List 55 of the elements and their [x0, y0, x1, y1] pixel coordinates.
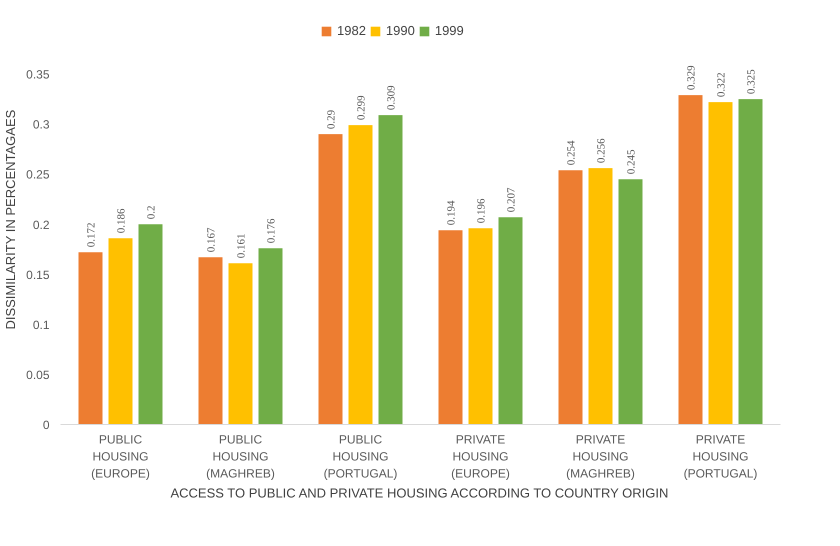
data-label: 0.167	[206, 227, 218, 252]
data-label: 0.254	[566, 140, 578, 166]
legend-label: 1982	[337, 23, 366, 38]
y-tick-label: 0.05	[26, 368, 50, 382]
bar	[708, 102, 732, 424]
category-label: PRIVATE HOUSING (EUROPE)	[451, 432, 510, 480]
bar	[348, 125, 372, 424]
data-label: 0.245	[626, 148, 638, 174]
y-tick-label: 0.3	[32, 118, 50, 132]
bar	[498, 217, 522, 424]
category-label: PRIVATE HOUSING (MAGHREB)	[566, 432, 635, 480]
legend-label: 1990	[386, 23, 415, 38]
bar	[198, 257, 222, 424]
bar	[258, 248, 282, 424]
data-label: 0.322	[716, 72, 728, 98]
y-tick-label: 0.2	[32, 218, 50, 232]
bar	[438, 230, 462, 424]
bar	[108, 238, 132, 424]
data-label: 0.176	[266, 218, 278, 244]
category-label: PRIVATE HOUSING (PORTUGAL)	[684, 432, 758, 480]
data-label: 0.194	[446, 200, 458, 226]
bar	[738, 99, 762, 424]
y-tick-label: 0.25	[26, 168, 50, 182]
category-label: PUBLIC HOUSING (EUROPE)	[91, 432, 150, 480]
bar	[318, 134, 342, 424]
data-label: 0.299	[356, 94, 368, 120]
bar	[138, 224, 162, 424]
category-label: PUBLIC HOUSING (PORTUGAL)	[324, 432, 398, 480]
category-label: PUBLIC HOUSING (MAGHREB)	[206, 432, 275, 480]
bar	[228, 263, 252, 424]
data-label: 0.172	[86, 222, 98, 248]
y-tick-label: 0.1	[32, 318, 50, 332]
y-axis-title: DISSIMILARITY IN PERCENTAGAES	[3, 109, 18, 330]
data-label: 0.329	[686, 64, 698, 90]
data-label: 0.256	[596, 138, 608, 164]
data-label: 0.29	[326, 109, 338, 130]
data-label: 0.309	[386, 84, 398, 110]
bar	[378, 115, 402, 424]
data-label: 0.186	[116, 208, 128, 234]
bar	[618, 179, 642, 424]
legend-label: 1999	[434, 23, 464, 38]
y-tick-label: 0	[42, 418, 50, 432]
x-axis-title: ACCESS TO PUBLIC AND PRIVATE HOUSING ACCORDING TO COUNTRY ORIGIN	[170, 486, 668, 500]
bar	[78, 252, 102, 424]
bar	[678, 95, 702, 424]
bar	[468, 228, 492, 424]
data-label: 0.207	[506, 186, 518, 212]
y-tick-label: 0.35	[26, 68, 50, 82]
bar	[558, 170, 582, 424]
data-label: 0.196	[476, 198, 488, 224]
data-label: 0.161	[236, 234, 248, 258]
bar	[588, 168, 612, 424]
data-label: 0.325	[746, 68, 758, 94]
data-label: 0.2	[146, 206, 158, 220]
y-tick-label: 0.15	[26, 268, 50, 282]
